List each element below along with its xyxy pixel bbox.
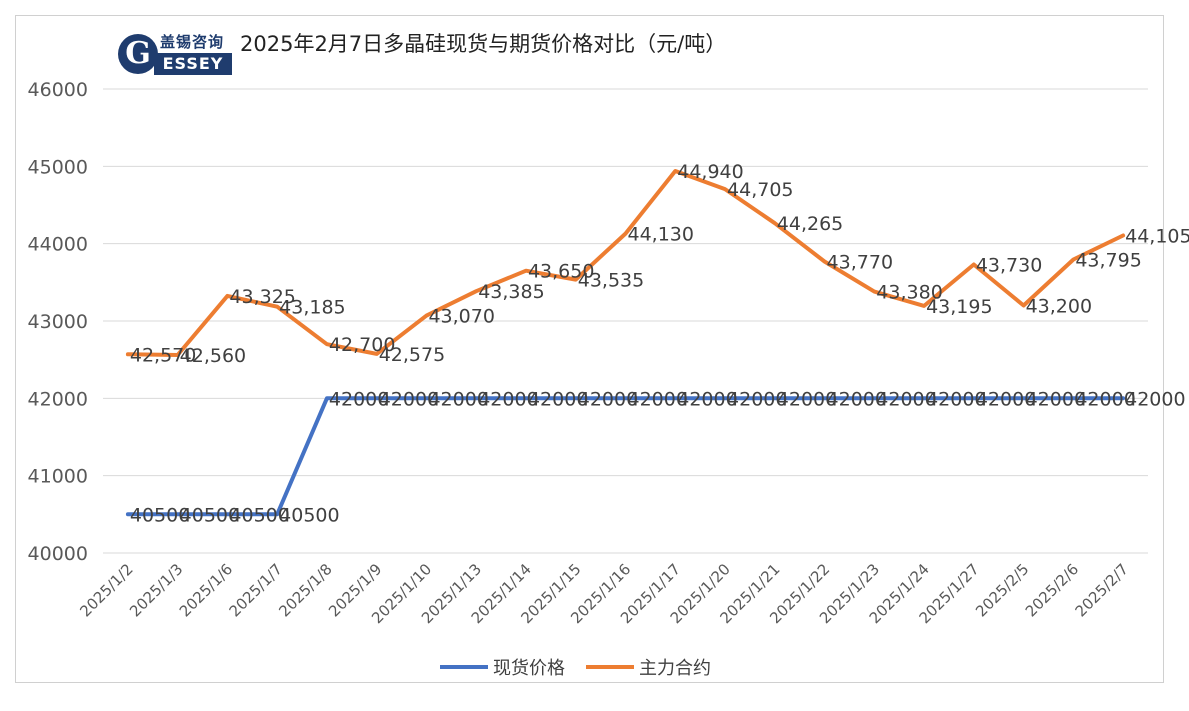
data-label: 43,730 [976, 255, 1042, 277]
data-label: 42000 [528, 388, 588, 410]
x-tick-label: 2025/1/6 [176, 560, 236, 620]
data-label: 42000 [478, 388, 538, 410]
data-label: 40500 [180, 504, 240, 526]
data-label: 42000 [827, 388, 887, 410]
x-tick-label: 2025/2/6 [1022, 560, 1082, 620]
data-label: 42,700 [329, 334, 395, 356]
data-label: 42000 [578, 388, 638, 410]
data-label: 42000 [727, 388, 787, 410]
data-label: 43,535 [578, 270, 644, 292]
data-label: 44,705 [727, 179, 793, 201]
data-label: 40500 [130, 504, 190, 526]
data-label: 43,795 [1075, 250, 1141, 272]
gessey-logo: G 盖锡咨询 ESSEY [118, 32, 232, 78]
chart-frame [15, 15, 1164, 683]
legend-label: 现货价格 [493, 658, 565, 679]
y-tick-label: 40000 [28, 543, 88, 565]
data-label: 42000 [329, 388, 389, 410]
data-label: 42000 [428, 388, 488, 410]
data-label: 44,105 [1125, 226, 1189, 248]
x-tick-label: 2025/1/3 [126, 560, 186, 620]
data-label: 44,130 [628, 224, 694, 246]
x-tick-label: 2025/1/2 [76, 560, 136, 620]
y-tick-label: 43000 [28, 311, 88, 333]
data-label: 42,560 [180, 345, 246, 367]
logo-badge: G [118, 34, 158, 74]
x-tick-label: 2025/1/7 [226, 560, 286, 620]
logo-english-name: ESSEY [154, 53, 232, 75]
data-label: 42,575 [379, 344, 445, 366]
data-label: 42000 [1125, 388, 1185, 410]
data-label: 43,325 [229, 286, 295, 308]
data-label: 44,940 [677, 161, 743, 183]
series-line-futures [125, 169, 1126, 357]
data-label: 43,185 [279, 297, 345, 319]
y-tick-label: 44000 [28, 234, 88, 256]
data-label: 43,385 [478, 281, 544, 303]
chart-title: 2025年2月7日多晶硅现货与期货价格对比（元/吨） [240, 32, 727, 56]
data-label: 43,380 [876, 282, 942, 304]
x-tick-label: 2025/2/5 [972, 560, 1032, 620]
legend-label: 主力合约 [639, 658, 711, 679]
data-label: 40500 [229, 504, 289, 526]
data-label: 43,070 [428, 306, 494, 328]
data-label: 44,265 [777, 213, 843, 235]
data-label: 43,650 [528, 261, 594, 283]
x-tick-label: 2025/2/7 [1072, 560, 1132, 620]
data-label: 43,195 [926, 296, 992, 318]
y-tick-label: 41000 [28, 466, 88, 488]
data-label: 43,200 [1026, 296, 1092, 318]
data-label: 42000 [1075, 388, 1135, 410]
data-label: 42000 [926, 388, 986, 410]
y-tick-label: 46000 [28, 79, 88, 101]
data-label: 42000 [628, 388, 688, 410]
data-label: 42000 [1026, 388, 1086, 410]
data-label: 42000 [876, 388, 936, 410]
logo-chinese-name: 盖锡咨询 [160, 33, 225, 51]
data-label: 42000 [379, 388, 439, 410]
data-label: 42000 [777, 388, 837, 410]
data-label: 42000 [976, 388, 1036, 410]
y-tick-label: 45000 [28, 156, 88, 178]
data-label: 42000 [677, 388, 737, 410]
series-line-spot [125, 396, 1126, 517]
data-label: 40500 [279, 504, 339, 526]
data-label: 42,570 [130, 344, 196, 366]
data-label: 43,770 [827, 251, 893, 273]
x-tick-label: 2025/1/8 [275, 560, 335, 620]
y-tick-label: 42000 [28, 388, 88, 410]
